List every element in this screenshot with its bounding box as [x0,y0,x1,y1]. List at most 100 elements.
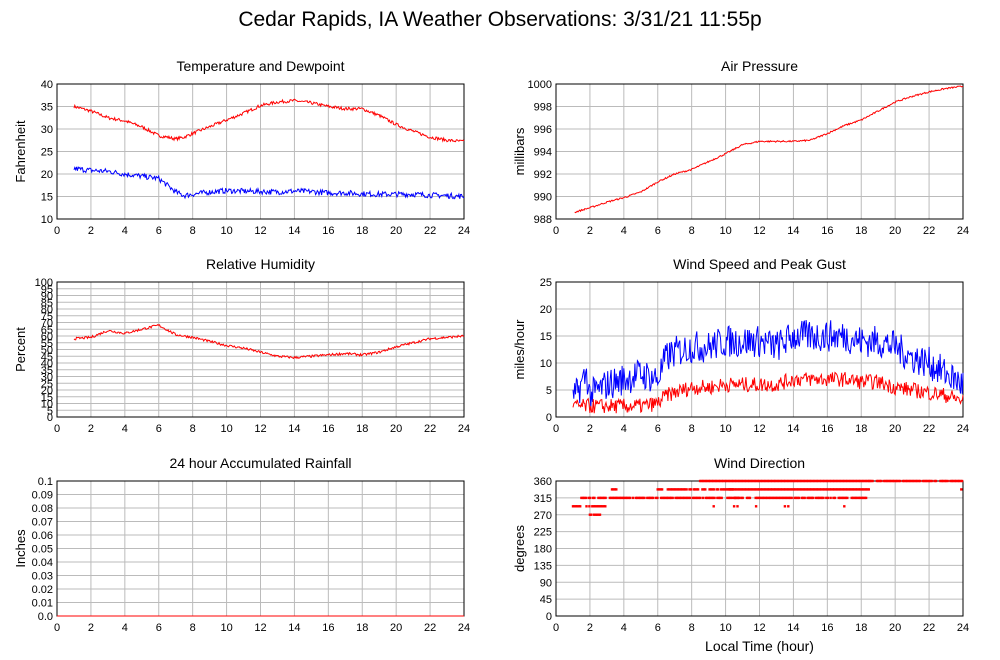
direction-point [950,479,954,483]
direction-point [712,488,716,491]
direction-point [624,496,627,500]
direction-point [756,488,759,491]
y-tick-label: 70 [41,318,53,330]
x-tick-label: 10 [719,423,731,435]
direction-point [760,496,763,500]
direction-point [598,505,601,508]
direction-point [786,488,790,491]
direction-point [656,488,659,491]
direction-point [660,488,664,491]
x-tick-label: 18 [855,622,867,634]
direction-point [724,479,728,483]
x-tick-label: 4 [621,423,627,435]
y-tick-label: 0.01 [32,598,53,610]
y-tick-label: 65 [41,324,53,336]
direction-point [785,479,788,483]
x-tick-label: 2 [88,622,94,634]
direction-point [669,488,672,491]
direction-point [843,496,846,500]
direction-point [953,479,956,483]
y-tick-label: 15 [540,331,552,343]
direction-point [822,496,825,500]
x-tick-label: 18 [356,423,368,435]
x-tick-label: 22 [923,423,935,435]
direction-point [809,479,813,483]
direction-point [802,496,805,500]
direction-point [815,496,818,500]
direction-point [878,479,881,483]
direction-point [750,488,754,491]
direction-point [747,496,750,500]
direction-point [583,496,586,500]
y-tick-label: 0 [47,412,53,424]
x-tick-label: 12 [254,423,266,435]
direction-point [885,479,889,483]
direction-point [588,505,591,508]
direction-point [775,488,778,491]
direction-point [850,496,853,500]
x-tick-label: 22 [424,423,436,435]
direction-point [749,488,752,491]
direction-point [688,496,692,500]
direction-point [828,488,832,491]
direction-point [793,496,796,500]
direction-point [887,479,890,483]
direction-point [856,479,859,483]
direction-point [824,488,827,491]
direction-point [672,488,675,491]
y-tick-label: 20 [540,304,552,316]
direction-point [613,496,616,500]
direction-point [926,479,929,483]
x-tick-label: 16 [322,225,334,237]
direction-point [736,479,739,483]
direction-point [807,488,810,491]
direction-point [812,488,816,491]
direction-point [833,488,836,491]
direction-point [864,479,868,483]
y-tick-label: 0.1 [38,476,53,488]
x-tick-label: 2 [88,225,94,237]
direction-point [861,488,865,491]
y-tick-label: 20 [41,385,53,397]
direction-point [580,496,583,500]
direction-point [758,488,761,491]
direction-point [773,488,777,491]
direction-point [763,488,767,491]
y-tick-label: 0.05 [32,544,53,556]
direction-point [780,496,783,500]
direction-point [729,488,732,491]
direction-point [717,488,720,491]
direction-point [821,479,824,483]
direction-point [910,479,913,483]
direction-point [725,488,729,491]
direction-point [797,496,801,500]
direction-point [730,496,733,500]
plot-frame [555,83,964,220]
x-tick-label: 14 [787,622,799,634]
x-tick-label: 16 [322,622,334,634]
direction-point [783,505,787,508]
y-tick-label: 225 [534,527,552,539]
direction-point [756,479,759,483]
direction-point [952,479,955,483]
y-tick-label: 55 [41,338,53,350]
direction-point [573,505,576,508]
y-tick-label: 75 [41,311,53,323]
direction-point [851,496,855,500]
direction-point [854,488,857,491]
direction-point [804,488,807,491]
x-tick-label: 8 [190,225,196,237]
direction-point [752,488,755,491]
direction-point [757,496,760,500]
direction-point [721,488,724,491]
x-tick-label: 8 [190,423,196,435]
direction-point [776,479,780,483]
direction-point [805,479,808,483]
direction-point [739,479,742,483]
direction-point [637,496,640,500]
direction-point [701,479,705,483]
